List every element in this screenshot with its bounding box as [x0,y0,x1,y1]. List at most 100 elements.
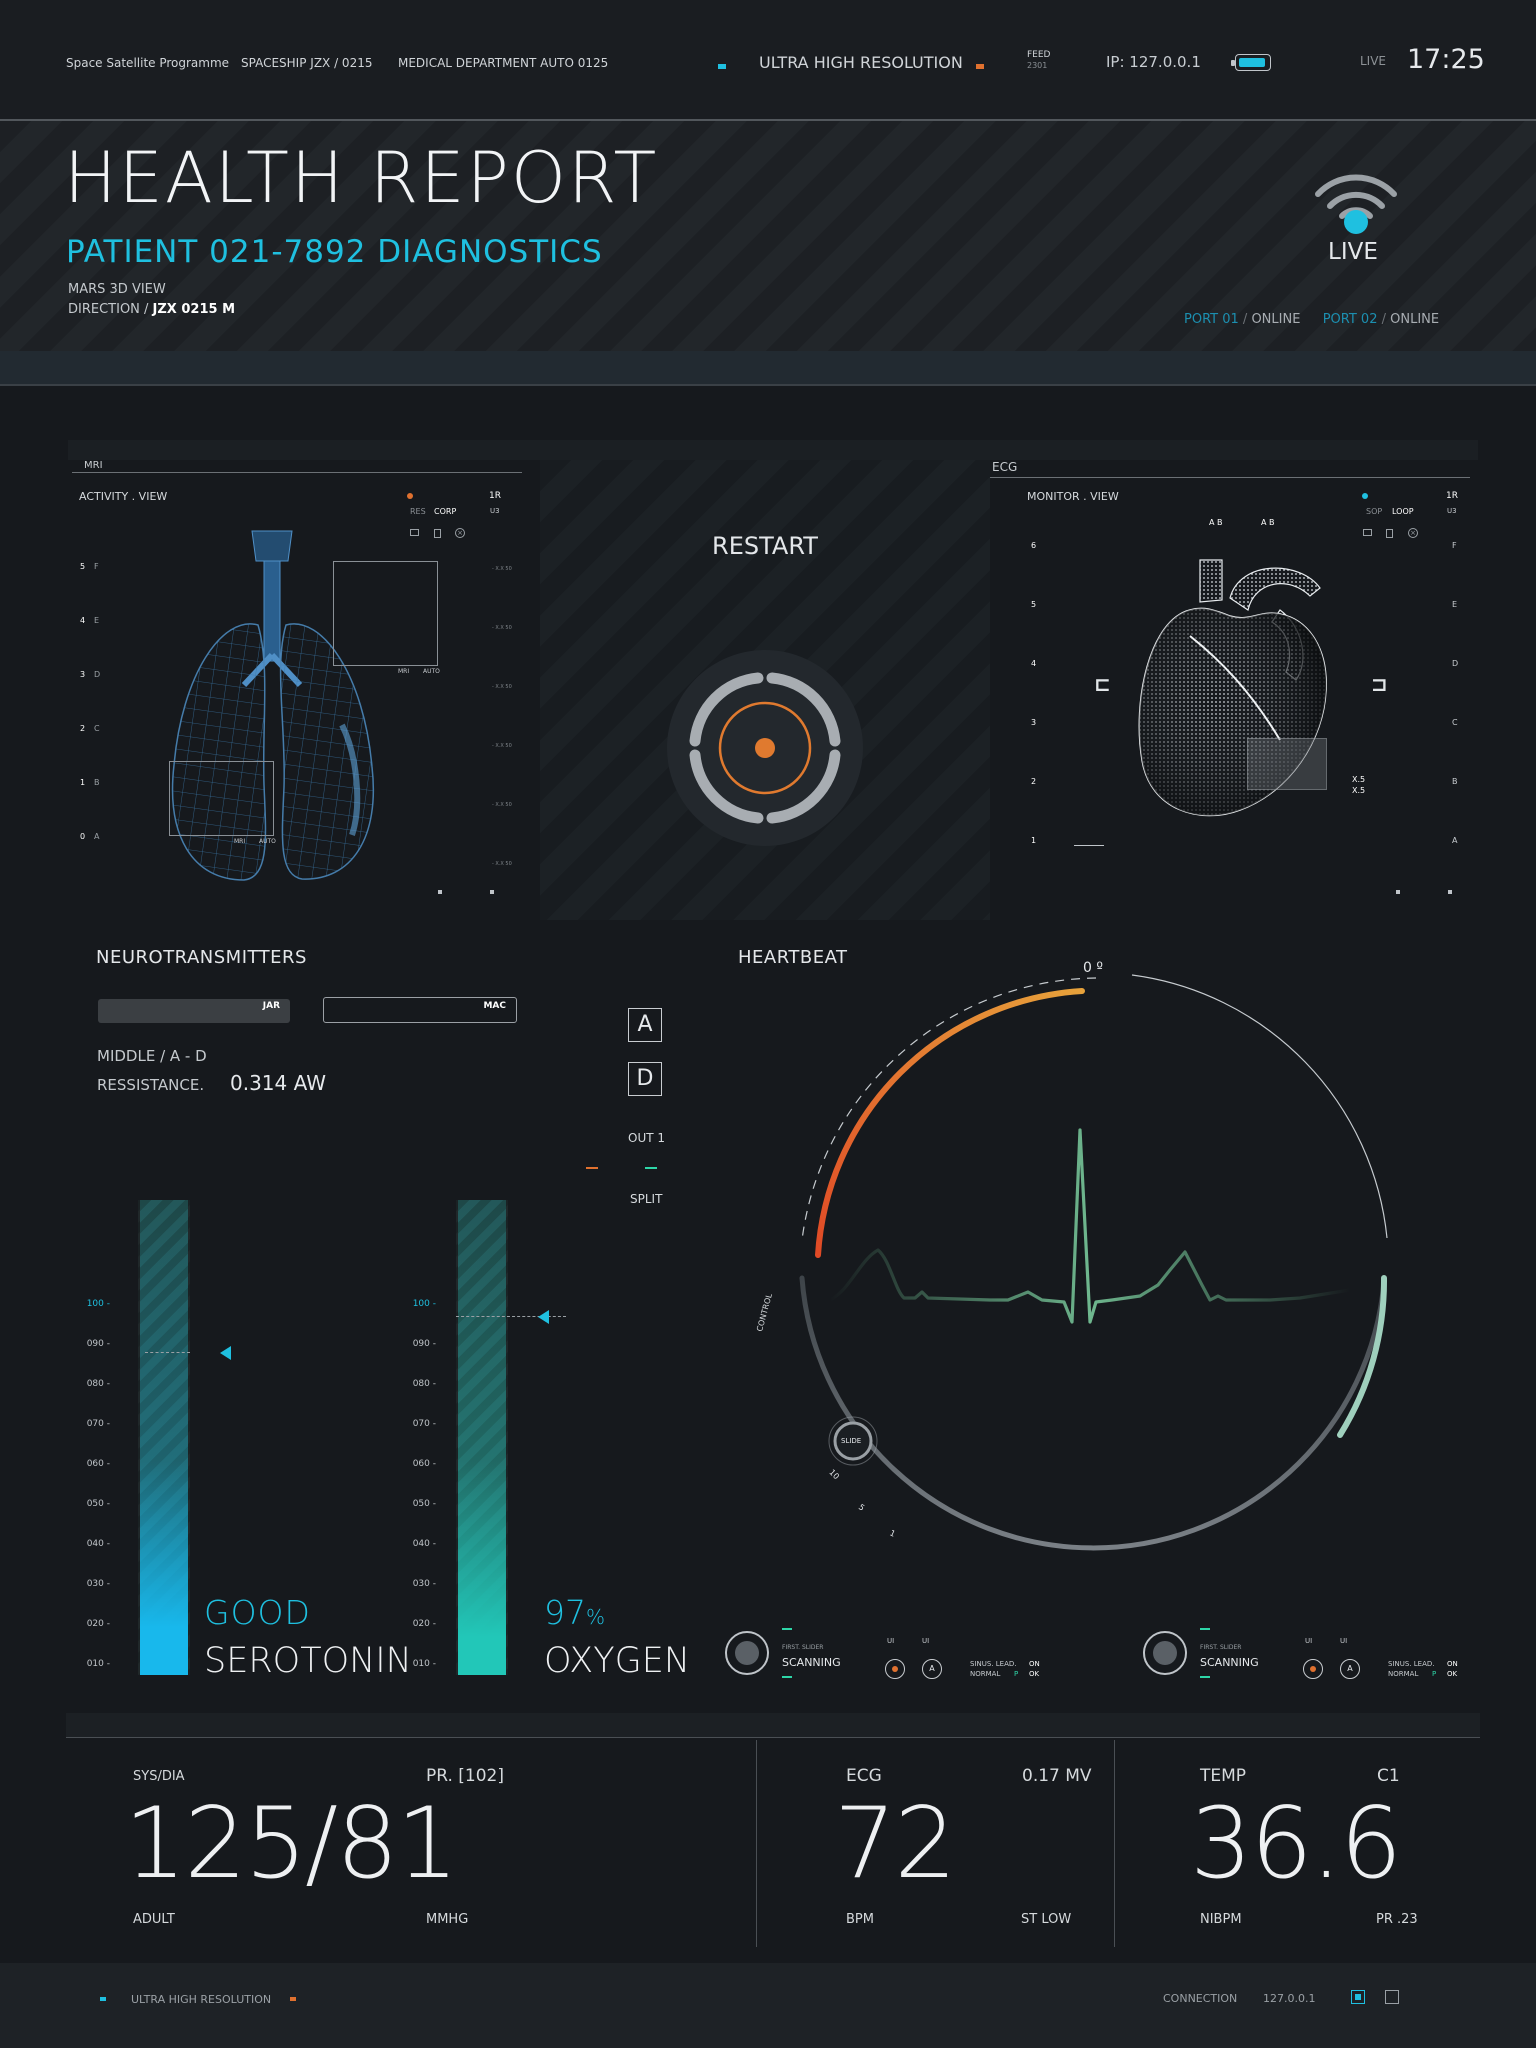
gauge-tick: 100 - [86,1299,110,1309]
toggle-jar[interactable]: JAR [98,999,290,1023]
focus-box[interactable] [1247,738,1327,790]
focus-box[interactable] [169,761,274,836]
axis-letter: D [94,670,101,679]
panel-strip [68,440,1478,460]
axis-letter: F [94,562,99,571]
gauge-tick: 090 - [86,1339,110,1349]
spaceship-id: SPACESHIP JZX / 0215 [241,56,373,70]
slider-label: FIRST. SLIDER [1200,1644,1242,1651]
gauge-tick: 040 - [412,1539,436,1549]
toggle-mac[interactable]: MAC [323,997,517,1023]
axis-number: 1 [80,778,86,787]
gauge-tick: 070 - [86,1419,110,1429]
ui-toggle[interactable] [885,1659,905,1679]
port1-status: ONLINE [1251,312,1301,327]
dot [438,890,442,894]
axis-number: 6 [1031,541,1037,550]
close-icon[interactable]: × [1408,528,1418,538]
axis-number: 1 [1031,836,1037,845]
serotonin-status: GOOD [204,1593,311,1632]
view-label: MARS 3D VIEW [68,282,166,297]
serotonin-gauge-fill [140,1200,188,1675]
gauge-tick: 020 - [86,1619,110,1629]
focus-box[interactable] [333,561,438,666]
axis-letter: A [94,832,100,841]
tick-label: - X.X 50 [492,743,512,749]
copy-icon[interactable] [1386,529,1393,538]
feed-value: 2301 [1027,61,1048,70]
department-label: MEDICAL DEPARTMENT AUTO 0125 [398,56,609,70]
bracket-right: ⊐ [1371,672,1388,696]
restart-button[interactable] [665,648,865,848]
axis-number: 5 [1031,600,1037,609]
out-marker-green [645,1167,657,1169]
gauge-tick: 030 - [412,1579,436,1589]
tick-label: - X.X 50 [492,802,512,808]
temp-c: C1 [1377,1766,1400,1786]
ui-button[interactable]: A [1340,1659,1360,1679]
oxygen-level-marker[interactable] [456,1310,566,1324]
gauge-tick: 040 - [86,1539,110,1549]
direction: DIRECTION / JZX 0215 M [68,302,235,317]
ecg-tab[interactable]: ECG [992,460,1018,474]
mri-view-label: ACTIVITY . VIEW [79,490,168,503]
ecg-id-sub: U3 [1447,507,1457,515]
temp-pr: PR .23 [1376,1912,1418,1927]
scanner-knob[interactable] [725,1631,769,1675]
serotonin-label: SEROTONIN [204,1641,412,1681]
oxygen-value: 97% [544,1593,606,1632]
mri-id-sub: U3 [490,507,500,515]
gauge-tick: 050 - [412,1499,436,1509]
button-a[interactable]: A [628,1008,662,1042]
scanner-control: FIRST. SLIDER SCANNING UI UI A SINUS. LE… [1143,1625,1473,1679]
scanning-label: SCANNING [1200,1656,1259,1669]
box-label-mri: MRI [398,668,410,675]
resistance-value: 0.314 AW [230,1071,326,1095]
monitor-icon[interactable] [410,529,419,536]
slide-label: SLIDE [841,1437,862,1445]
programme-name: Space Satellite Programme [66,56,230,70]
ecg-label: ECG [846,1766,882,1786]
mri-tab[interactable]: MRI [84,460,103,471]
bp-adult: ADULT [133,1912,175,1927]
status-dot-cyan [100,1997,106,2001]
divider [0,119,1536,121]
checkbox-unchecked[interactable] [1385,1990,1399,2004]
heartbeat-title: HEARTBEAT [738,947,848,968]
gauge-tick: 060 - [412,1459,436,1469]
copy-icon[interactable] [434,529,441,538]
close-icon[interactable]: × [455,528,465,538]
ui-toggle[interactable] [1303,1659,1323,1679]
bp-label: SYS/DIA [133,1769,185,1784]
checkbox-checked[interactable] [1351,1990,1365,2004]
scanner-knob[interactable] [1143,1631,1187,1675]
split-label: SPLIT [630,1192,663,1206]
bracket-left: ⊏ [1094,672,1111,696]
hero-banner: HEALTH REPORT PATIENT 021-7892 DIAGNOSTI… [0,121,1536,351]
hero-band [0,351,1536,386]
scanner-control: FIRST. SLIDER SCANNING UI UI A SINUS. LE… [725,1625,1055,1679]
axis-number: 2 [80,724,86,733]
dot [490,890,494,894]
page-title: HEALTH REPORT [64,137,659,219]
monitor-icon[interactable] [1363,529,1372,536]
axis-letter: A [1452,836,1458,845]
button-d[interactable]: D [628,1062,662,1096]
gauge-tick: 050 - [86,1499,110,1509]
restart-label: RESTART [712,532,818,560]
serotonin-level-marker[interactable] [145,1346,231,1360]
dot [1448,890,1452,894]
ecg-value: 72 [834,1787,957,1901]
sop-label: SOP [1366,507,1383,516]
heartbeat-dial[interactable] [780,960,1420,1580]
heart-model [1138,559,1327,817]
box-label-auto: AUTO [423,668,440,675]
port-status: PORT 01 / ONLINE PORT 02 / ONLINE [1184,312,1440,327]
ecg-panel: ECG MONITOR . VIEW SOP LOOP 1R U3 × A B … [990,455,1470,920]
box-value: X.5 [1352,775,1366,784]
gauge-tick: 080 - [86,1379,110,1389]
gauge-tick: 010 - [86,1659,110,1669]
status-dot-orange [976,64,984,69]
tick-label: - X.X 50 [492,566,512,572]
ui-button[interactable]: A [922,1659,942,1679]
